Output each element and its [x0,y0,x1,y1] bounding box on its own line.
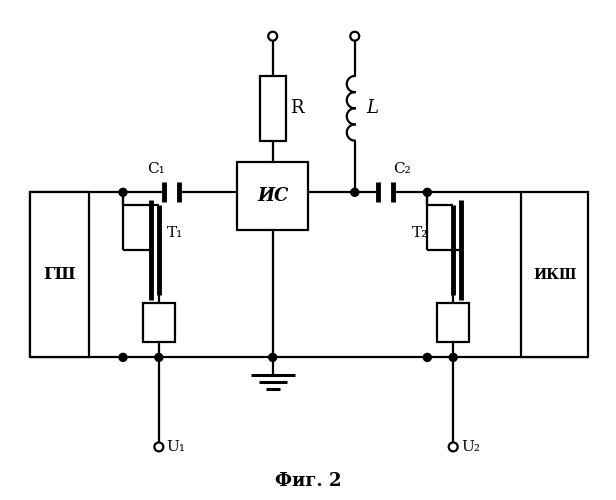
Circle shape [269,354,277,362]
Circle shape [351,188,359,196]
Text: C₂: C₂ [394,162,411,176]
Bar [143,302,175,343]
Bar [437,302,469,343]
Circle shape [155,354,163,362]
Bar [30,192,89,358]
Bar [237,162,308,230]
Text: Фиг. 2: Фиг. 2 [275,472,341,490]
Text: C₁: C₁ [147,162,164,176]
Text: T₂: T₂ [411,226,428,240]
Text: U₂: U₂ [461,440,480,454]
Text: L: L [367,100,379,117]
Text: T₁: T₁ [167,226,183,240]
Circle shape [155,442,163,452]
Circle shape [351,32,359,40]
Text: ИС: ИС [257,188,288,206]
Circle shape [119,188,127,196]
Circle shape [449,354,457,362]
Circle shape [268,32,277,40]
Text: R: R [290,100,303,117]
Text: ГШ: ГШ [43,266,76,283]
Circle shape [119,354,127,362]
Bar [260,76,286,140]
Circle shape [423,354,431,362]
Text: ИКШ: ИКШ [533,268,577,282]
Text: U₁: U₁ [167,440,186,454]
Circle shape [448,442,458,452]
Bar [521,192,588,358]
Circle shape [423,188,431,196]
